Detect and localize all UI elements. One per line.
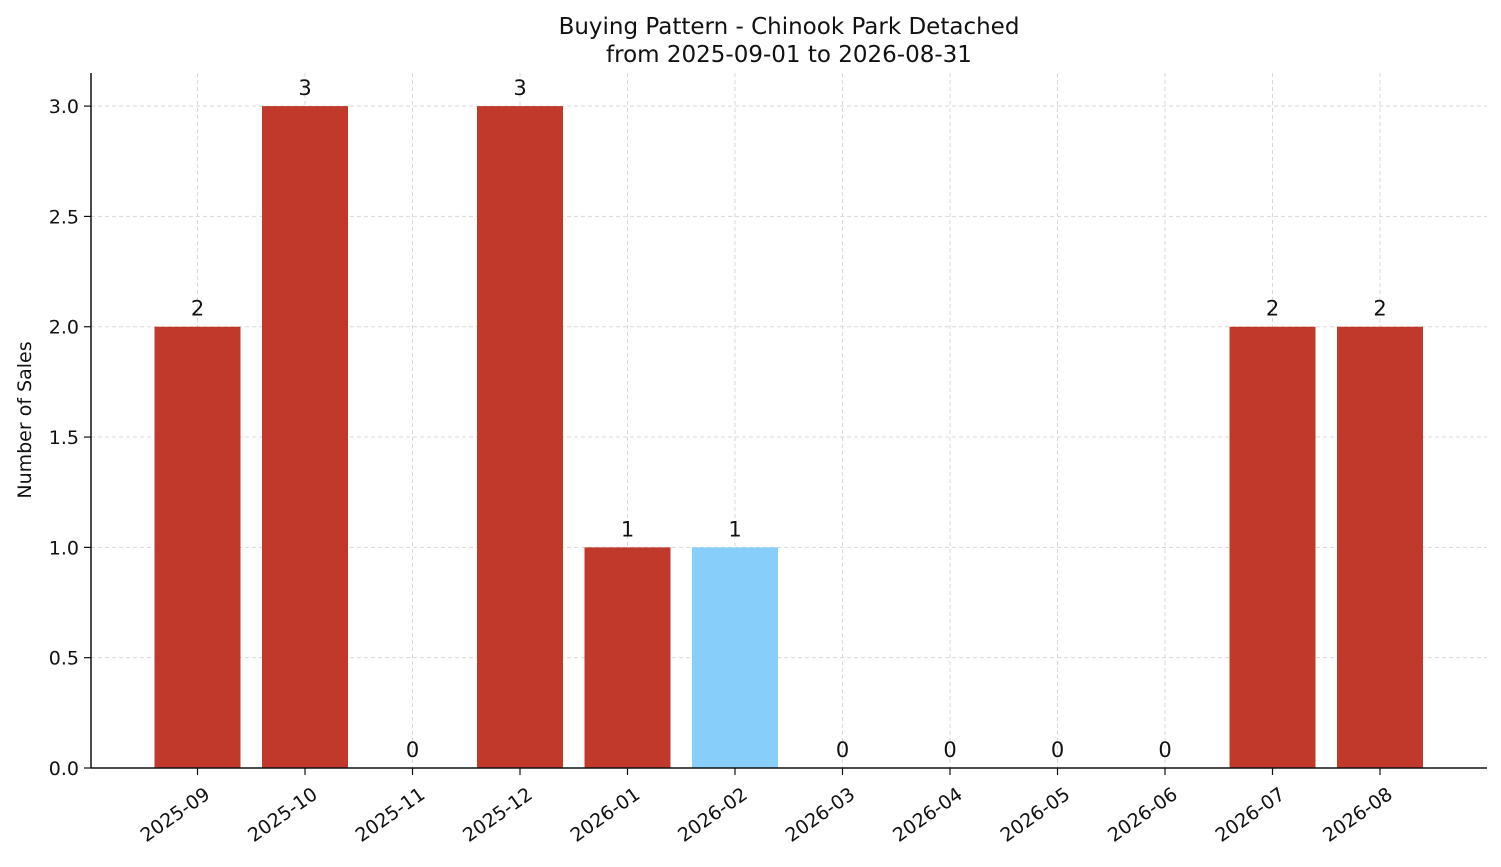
y-tick-label-5: 2.5 [49,206,79,228]
bar-2026-07 [1229,326,1316,768]
chart-title-line-2: from 2025-09-01 to 2026-08-31 [606,42,972,68]
data-label-2025-09: 2 [191,297,204,321]
x-tick-label-2026-05: 2026-05 [997,783,1075,847]
x-tick-label-2026-07: 2026-07 [1212,783,1290,847]
y-tick-label-1: 0.5 [49,648,79,670]
x-ticks: 2025-09 2025-10 2025-11 2025-12 2026-01 2026-… [137,768,1397,847]
x-tick-label-2026-01: 2026-01 [567,783,645,847]
data-label-2026-01: 1 [621,517,634,541]
x-tick-label-2026-03: 2026-03 [782,783,860,847]
data-label-2026-07: 2 [1266,297,1279,321]
x-tick-label-2025-09: 2025-09 [137,783,215,847]
y-tick-label-6: 3.0 [49,96,79,118]
axes [90,73,1487,769]
y-tick-label-4: 2.0 [49,317,79,339]
chart-title: Buying Pattern - Chinook Park Detached f… [559,14,1020,68]
x-tick-label-2026-04: 2026-04 [889,783,967,847]
chart-title-line-1: Buying Pattern - Chinook Park Detached [559,14,1020,40]
data-label-2026-04: 0 [943,738,956,762]
x-tick-label-2025-11: 2025-11 [352,783,430,847]
data-label-2025-10: 3 [298,76,311,100]
data-label-2026-02: 1 [728,517,741,541]
y-tick-label-0: 0.0 [49,758,79,780]
x-tick-label-2026-02: 2026-02 [674,783,752,847]
y-tick-label-2: 1.0 [49,537,79,559]
data-label-2025-11: 0 [406,738,419,762]
x-tick-label-2025-12: 2025-12 [459,783,537,847]
y-tick-label-3: 1.5 [49,427,79,449]
bar-2026-01 [584,547,671,768]
bar-2026-02 [692,547,778,768]
x-tick-label-2025-10: 2025-10 [244,783,322,847]
value-labels: 2 3 0 3 1 1 0 0 0 0 2 2 [191,76,1387,762]
x-tick-label-2026-06: 2026-06 [1104,783,1182,847]
data-label-2026-08: 2 [1373,297,1386,321]
y-ticks: 0.0 0.5 1.0 1.5 2.0 2.5 3.0 [49,96,91,780]
bars [154,106,1423,769]
bar-2025-09 [154,326,241,768]
bar-2026-08 [1337,326,1423,768]
bar-2025-10 [262,106,348,769]
y-axis-label: Number of Sales [14,341,36,498]
bar-2025-12 [477,106,563,769]
data-label-2026-06: 0 [1158,738,1171,762]
x-tick-label-2026-08: 2026-08 [1319,783,1397,847]
data-label-2026-03: 0 [836,738,849,762]
data-label-2025-12: 3 [513,76,526,100]
data-label-2026-05: 0 [1051,738,1064,762]
